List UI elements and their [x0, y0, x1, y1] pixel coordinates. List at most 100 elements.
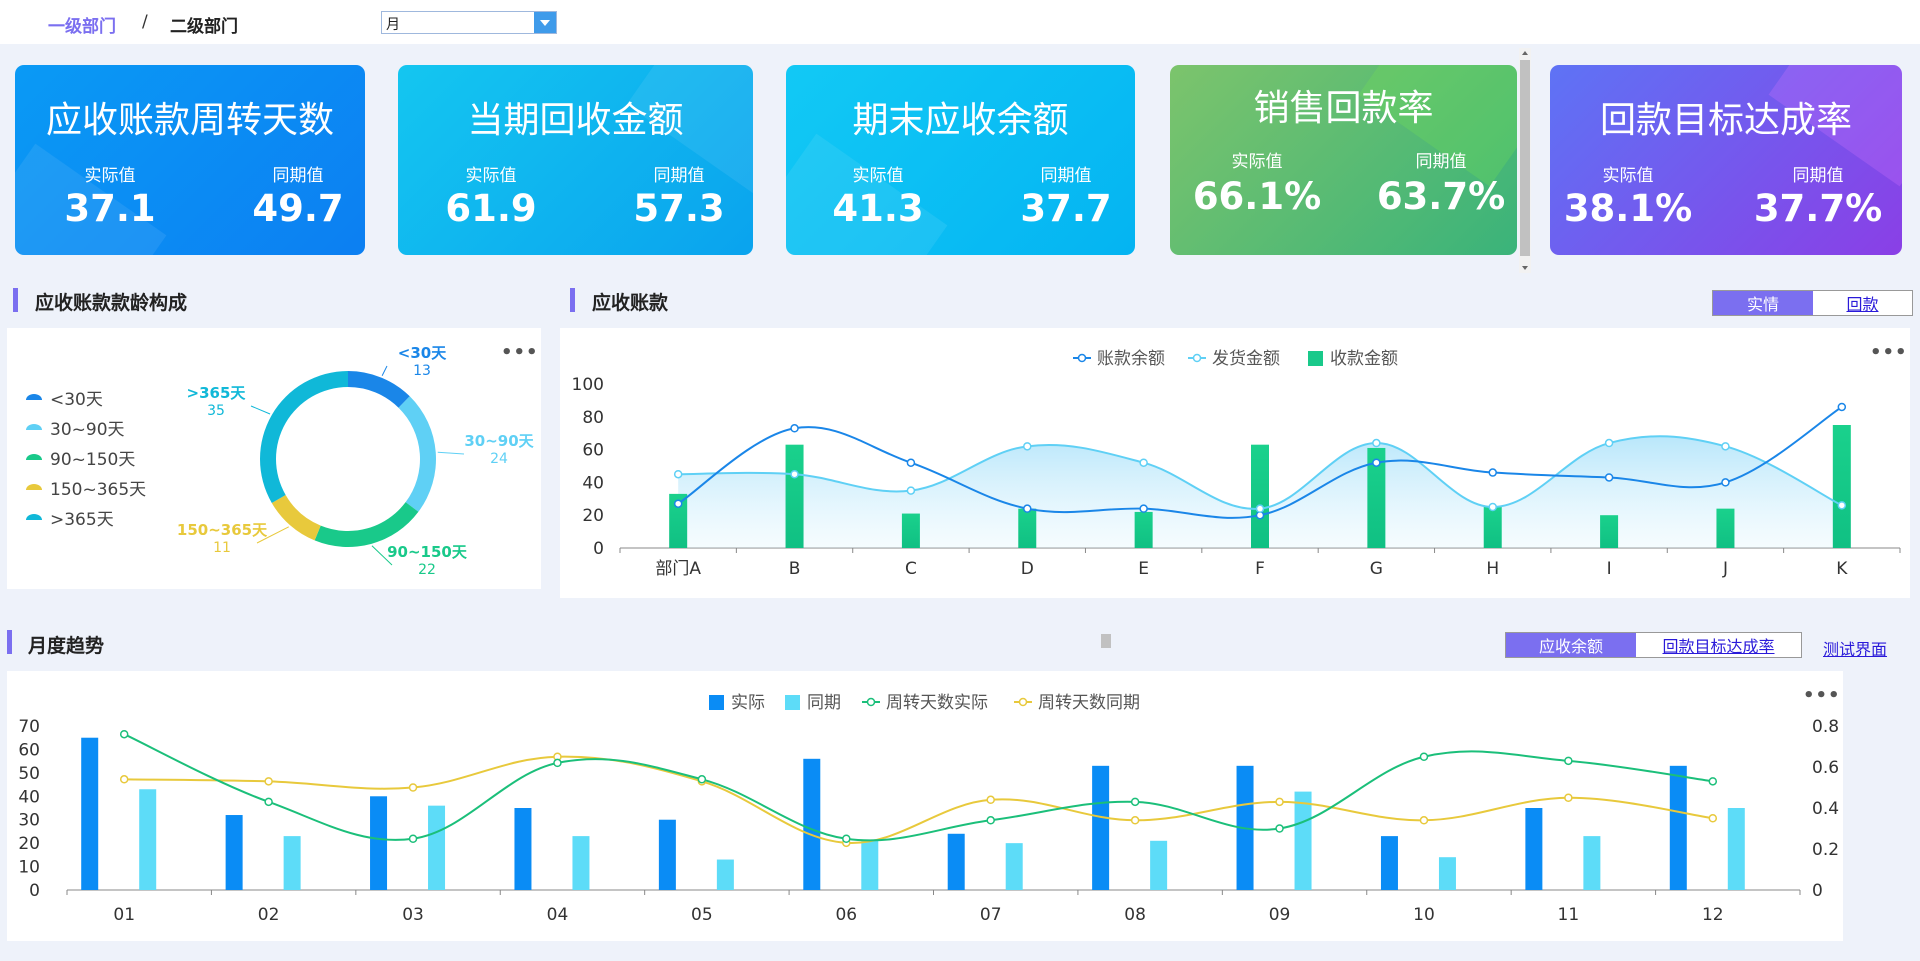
kpi-actual-label: 实际值 — [852, 166, 904, 186]
kpi-prior-label: 同期值 — [1415, 152, 1467, 172]
y-tick-label-left: 30 — [18, 811, 40, 831]
toggle-actual[interactable]: 实情 — [1713, 291, 1813, 315]
kpi-prior-value: 49.7 — [252, 187, 344, 230]
bar-actual — [947, 833, 965, 890]
bar-prior — [1005, 843, 1023, 890]
donut-leader-line — [437, 451, 465, 455]
receivables-panel: ••• 0 20 40 60 80 100 部门A B C D E F G H I J K 账款余额 发货金额 收款金… — [560, 328, 1910, 598]
kpi-actual-value: 41.3 — [832, 187, 924, 230]
bar-prior — [1150, 840, 1168, 890]
test-page-link[interactable]: 测试界面 — [1823, 640, 1888, 659]
donut-slice-label: >365天 — [187, 384, 247, 402]
section-title-aging: 应收账款款龄构成 — [35, 292, 188, 314]
bar-actual — [1525, 808, 1543, 890]
x-tick-label: 09 — [1269, 905, 1291, 925]
point-turnover-actual — [1130, 797, 1140, 807]
toggle-balance[interactable]: 应收余额 — [1506, 633, 1636, 657]
y-tick-label-left: 10 — [18, 858, 40, 878]
bar-actual — [514, 808, 532, 890]
point-turnover-prior — [1130, 816, 1140, 825]
x-tick-label: I — [1607, 559, 1612, 579]
bar-collection — [1018, 508, 1037, 548]
point-shipment — [1023, 442, 1032, 451]
y-tick-label: 80 — [582, 408, 604, 428]
more-icon[interactable]: ••• — [1803, 685, 1841, 706]
receivables-chart: 0 20 40 60 80 100 部门A B C D E F G H I J K 账款余额 发货金额 收款金额 — [572, 349, 1901, 579]
breadcrumb-level2[interactable]: 二级部门 — [170, 17, 238, 37]
line-turnover-prior — [124, 755, 1713, 844]
y-tick-label: 40 — [582, 473, 604, 493]
point-balance — [1139, 504, 1148, 513]
bar-actual — [1669, 765, 1687, 890]
scroll-down-icon[interactable] — [1522, 266, 1528, 270]
x-tick-label: H — [1486, 559, 1499, 579]
area-fill-shipment — [678, 436, 1842, 548]
scroll-up-icon[interactable] — [1522, 51, 1528, 55]
y-tick-label-right: 0.6 — [1812, 758, 1839, 778]
point-balance — [1721, 478, 1730, 487]
x-tick-label: 03 — [402, 905, 424, 925]
x-tick-label: 01 — [113, 905, 135, 925]
bar-prior — [1438, 857, 1456, 890]
x-tick-label: D — [1021, 559, 1034, 579]
scrollbar-thumb[interactable] — [1101, 634, 1111, 648]
legend-label: 150~365天 — [50, 480, 146, 500]
more-icon[interactable]: ••• — [501, 342, 539, 363]
bar-actual — [658, 819, 676, 890]
small-scrollbar[interactable] — [1100, 622, 1112, 662]
bar-collection — [1600, 515, 1619, 548]
point-balance — [1488, 468, 1497, 477]
bar-actual — [1380, 836, 1398, 890]
toggle-collection[interactable]: 回款 — [1846, 295, 1879, 314]
legend-label: 周转天数同期 — [1038, 693, 1140, 713]
point-turnover-actual — [697, 775, 707, 784]
point-turnover-actual — [408, 834, 418, 843]
legend-swatch — [866, 697, 876, 707]
kpi-actual-label: 实际值 — [1602, 166, 1654, 186]
trend-panel: ••• 0 10 20 30 40 50 60 70 0 0.2 0.4 0.6 0.8 01 02 03 04… — [7, 671, 1843, 941]
aging-donut-chart: <30天1330~90天2490~150天22150~365天11>365天35… — [26, 344, 535, 578]
kpi-prior-value: 57.3 — [633, 187, 725, 230]
donut-slice — [271, 495, 321, 541]
bar-actual — [225, 815, 243, 890]
x-tick-label: F — [1255, 559, 1265, 579]
receivables-toggle: 实情 回款 — [1712, 290, 1913, 316]
chevron-down-icon[interactable] — [534, 12, 556, 33]
vertical-scrollbar[interactable] — [1519, 48, 1531, 273]
y-tick-label-left: 20 — [18, 834, 40, 854]
x-tick-label: 04 — [547, 905, 569, 925]
point-turnover-actual — [1564, 756, 1573, 766]
period-select[interactable]: 月 — [381, 11, 557, 34]
y-tick-label-left: 60 — [18, 740, 40, 760]
x-tick-label: K — [1836, 559, 1848, 579]
donut-slice-value: 22 — [418, 562, 436, 578]
bar-prior — [861, 840, 879, 890]
y-tick-label-left: 0 — [29, 881, 40, 901]
x-tick-label: 10 — [1413, 905, 1435, 925]
breadcrumb-level1[interactable]: 一级部门 — [48, 17, 116, 37]
point-balance — [673, 499, 683, 508]
kpi-prior-value: 37.7 — [1020, 187, 1112, 230]
donut-slice — [348, 371, 410, 408]
kpi-prior-value: 37.7% — [1753, 187, 1883, 230]
point-turnover-actual — [1275, 824, 1284, 833]
x-tick-label: 07 — [980, 905, 1002, 925]
y-tick-label: 20 — [582, 506, 604, 526]
more-icon[interactable]: ••• — [1870, 342, 1908, 363]
period-select-value: 月 — [386, 17, 400, 33]
line-shipment — [678, 435, 1843, 510]
y-tick-label-left: 40 — [18, 787, 40, 807]
point-shipment — [1139, 458, 1148, 467]
point-balance — [1604, 473, 1614, 482]
y-tick-label-left: 50 — [18, 764, 40, 784]
legend-swatch — [709, 695, 724, 710]
donut-slice-label: <30天 — [398, 344, 447, 362]
bar-collection — [1251, 444, 1269, 548]
kpi-actual-label: 实际值 — [1231, 152, 1283, 172]
legend-swatch — [785, 695, 800, 710]
monthly-trend-chart: 0 10 20 30 40 50 60 70 0 0.2 0.4 0.6 0.8 01 02 03 04 05 06… — [18, 693, 1839, 925]
scrollbar-thumb[interactable] — [1520, 60, 1530, 256]
legend-label: 周转天数实际 — [886, 693, 988, 713]
point-shipment — [1372, 438, 1381, 448]
toggle-target-rate[interactable]: 回款目标达成率 — [1662, 637, 1775, 656]
